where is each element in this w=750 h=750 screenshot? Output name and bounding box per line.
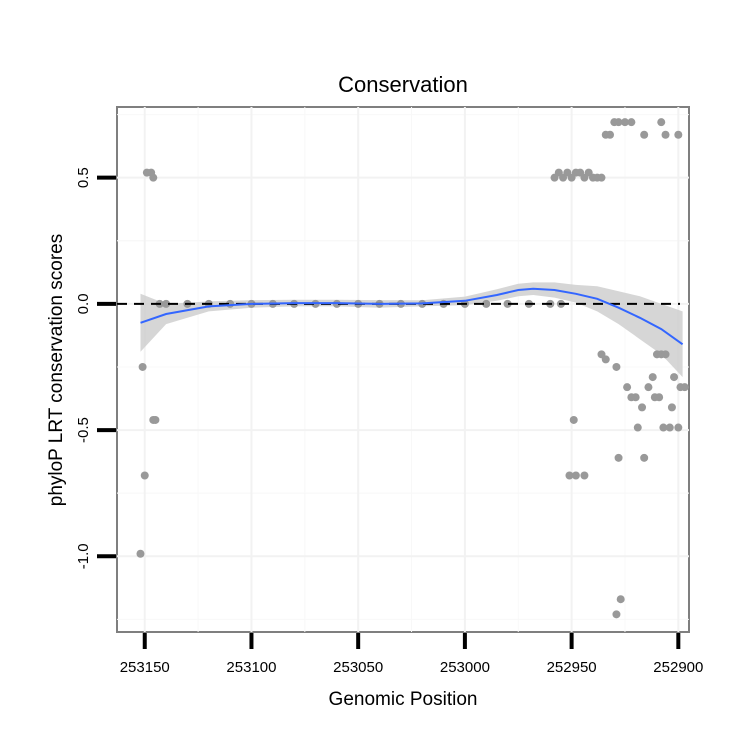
chart-title: Conservation <box>338 72 468 97</box>
data-point <box>616 595 625 604</box>
data-point <box>680 383 689 392</box>
data-point <box>661 350 670 359</box>
data-point <box>580 471 589 480</box>
y-tick-label: 0.0 <box>75 293 92 314</box>
data-points <box>136 118 689 619</box>
data-point <box>614 118 623 127</box>
data-point <box>612 610 621 619</box>
data-point <box>503 299 512 308</box>
data-point <box>162 299 171 308</box>
data-point <box>149 173 158 182</box>
data-point <box>140 471 149 480</box>
data-point <box>138 362 147 371</box>
data-point <box>655 393 664 402</box>
data-point <box>571 471 580 480</box>
grid-minor <box>117 107 689 632</box>
data-point <box>644 383 653 392</box>
data-point <box>670 373 679 382</box>
y-tick-label: 0.5 <box>75 167 92 188</box>
y-tick-label: -0.5 <box>75 417 92 443</box>
data-point <box>674 130 683 139</box>
x-tick-label: 253000 <box>440 659 490 676</box>
data-point <box>640 130 649 139</box>
x-tick-label: 253150 <box>120 659 170 676</box>
x-axis: 253150 253100 253050 253000 252950 252900 <box>120 633 703 676</box>
data-point <box>665 423 674 432</box>
x-tick-label: 252950 <box>547 659 597 676</box>
data-point <box>136 549 145 558</box>
data-point <box>674 423 683 432</box>
data-point <box>612 362 621 371</box>
data-point <box>601 355 610 364</box>
data-point <box>565 471 574 480</box>
plot-panel <box>116 106 690 633</box>
data-point <box>620 118 629 127</box>
y-tick-label: -1.0 <box>75 543 92 569</box>
data-point <box>659 423 668 432</box>
x-tick-label: 252900 <box>653 659 703 676</box>
data-point <box>631 393 640 402</box>
data-point <box>640 453 649 462</box>
smooth-trend-line <box>140 287 684 346</box>
data-point <box>569 415 578 424</box>
data-point <box>627 118 636 127</box>
data-point <box>657 118 666 127</box>
data-point <box>633 423 642 432</box>
data-point <box>667 403 676 412</box>
data-point <box>614 453 623 462</box>
data-point <box>638 403 647 412</box>
data-point <box>597 173 606 182</box>
data-point <box>482 299 491 308</box>
y-axis: -1.0 -0.5 0.0 0.5 <box>75 167 116 569</box>
data-point <box>648 373 657 382</box>
y-axis-label: phyloP LRT conservation scores <box>46 234 67 507</box>
x-tick-label: 253100 <box>226 659 276 676</box>
x-axis-label: Genomic Position <box>329 689 478 710</box>
x-tick-label: 253050 <box>333 659 383 676</box>
data-point <box>606 130 615 139</box>
data-point <box>623 383 632 392</box>
data-point <box>661 130 670 139</box>
data-point <box>149 415 158 424</box>
